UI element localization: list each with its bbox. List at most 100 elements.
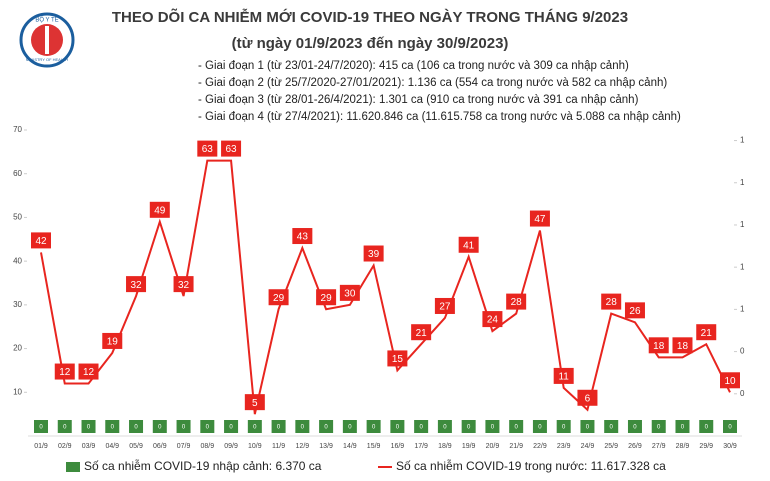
x-tick-label: 02/9	[58, 443, 72, 450]
value-label-box	[200, 420, 215, 433]
value-label: 0	[229, 425, 233, 431]
value-label: 41	[463, 240, 475, 251]
value-label: 21	[701, 328, 713, 339]
annotation: - Giai đoạn 2 (từ 25/7/2020-27/01/2021):…	[198, 77, 667, 89]
logo-staff	[45, 26, 49, 54]
x-tick-label: 18/9	[438, 443, 452, 450]
value-label: 43	[297, 232, 309, 243]
value-label: 18	[677, 341, 689, 352]
chart-subtitle: (từ ngày 01/9/2023 đến ngày 30/9/2023)	[232, 35, 509, 52]
value-label: 0	[396, 425, 400, 431]
value-label: 0	[419, 425, 423, 431]
value-label: 21	[416, 328, 428, 339]
value-label-box	[675, 420, 690, 433]
y-tick-label: 60	[13, 169, 22, 178]
value-label: 32	[130, 280, 142, 291]
value-label: 0	[324, 425, 328, 431]
value-label: 0	[705, 425, 709, 431]
value-label-box	[34, 420, 48, 433]
value-label-box	[437, 420, 452, 433]
value-label: 26	[629, 306, 641, 317]
value-label: 0	[586, 425, 590, 431]
value-label: 0	[467, 425, 471, 431]
y2-tick-label: 0	[740, 347, 745, 356]
value-label: 0	[681, 425, 685, 431]
value-label-box	[648, 337, 669, 354]
value-label-box	[553, 367, 574, 384]
value-label-box	[176, 420, 191, 433]
value-label-box	[366, 420, 381, 433]
value-label-box	[434, 297, 455, 314]
y-tick-label: 30	[13, 300, 22, 309]
value-label: 0	[372, 425, 376, 431]
value-label: 49	[154, 205, 166, 216]
value-label-box	[651, 420, 666, 433]
y2-tick-label: 1	[740, 136, 745, 145]
value-label-box	[271, 420, 286, 433]
logo-bottom: MINISTRY OF HEALTH	[26, 57, 68, 62]
value-label: 0	[657, 425, 661, 431]
value-label: 28	[606, 297, 618, 308]
value-label-box	[292, 228, 313, 245]
value-label-box	[720, 372, 740, 389]
value-label: 0	[491, 425, 495, 431]
value-label: 28	[511, 297, 523, 308]
value-label-box	[580, 420, 595, 433]
value-label: 18	[653, 341, 665, 352]
x-tick-label: 26/9	[628, 443, 642, 450]
value-label-box	[268, 289, 289, 306]
value-label-box	[126, 276, 147, 293]
chart-title: THEO DÕI CA NHIỄM MỚI COVID-19 THEO NGÀY…	[112, 8, 628, 26]
legend-label: Số ca nhiễm COVID-19 trong nước: 11.617.…	[396, 458, 666, 473]
value-label: 27	[439, 302, 451, 313]
annotation: - Giai đoạn 4 (từ 27/4/2021): 11.620.846…	[198, 111, 681, 123]
value-label-box	[461, 420, 476, 433]
value-label: 47	[534, 214, 546, 225]
value-label-box	[224, 420, 239, 433]
value-label-box	[627, 420, 642, 433]
value-label: 0	[87, 425, 91, 431]
value-label: 0	[515, 425, 519, 431]
x-tick-label: 12/9	[296, 443, 310, 450]
x-tick-label: 23/9	[557, 443, 571, 450]
value-label-box	[339, 284, 360, 301]
value-label: 39	[368, 249, 380, 260]
value-label-box	[482, 311, 503, 328]
value-label: 0	[301, 425, 305, 431]
value-label-box	[556, 420, 571, 433]
value-label: 0	[63, 425, 67, 431]
x-tick-label: 15/9	[367, 443, 381, 450]
x-tick-label: 27/9	[652, 443, 666, 450]
value-label-box	[624, 302, 645, 319]
value-label-box	[149, 201, 170, 218]
value-label: 0	[182, 425, 186, 431]
value-label-box	[295, 420, 310, 433]
value-label-box	[529, 210, 550, 227]
value-label-box	[54, 363, 75, 380]
y-tick-label: 70	[13, 125, 22, 134]
value-label: 0	[111, 425, 115, 431]
value-label-box	[458, 236, 479, 253]
logo-top: BỘ Y TẾ	[35, 17, 58, 24]
value-label-box	[506, 293, 527, 310]
y-tick-label: 20	[13, 344, 22, 353]
value-label-box	[699, 420, 714, 433]
value-label-box	[411, 324, 432, 341]
value-label: 0	[158, 425, 162, 431]
value-label-box	[173, 276, 194, 293]
value-label: 0	[206, 425, 210, 431]
value-label-box	[414, 420, 429, 433]
value-label: 29	[273, 293, 285, 304]
value-label-box	[390, 420, 405, 433]
value-label-box	[342, 420, 357, 433]
x-tick-label: 10/9	[248, 443, 262, 450]
value-label-box	[532, 420, 547, 433]
y-tick-label: 40	[13, 256, 22, 265]
legend-swatch	[66, 462, 80, 472]
value-label-box	[577, 389, 598, 406]
x-tick-label: 29/9	[699, 443, 713, 450]
value-label: 10	[724, 376, 736, 387]
x-tick-label: 06/9	[153, 443, 167, 450]
y2-tick-label: 1	[740, 304, 745, 313]
